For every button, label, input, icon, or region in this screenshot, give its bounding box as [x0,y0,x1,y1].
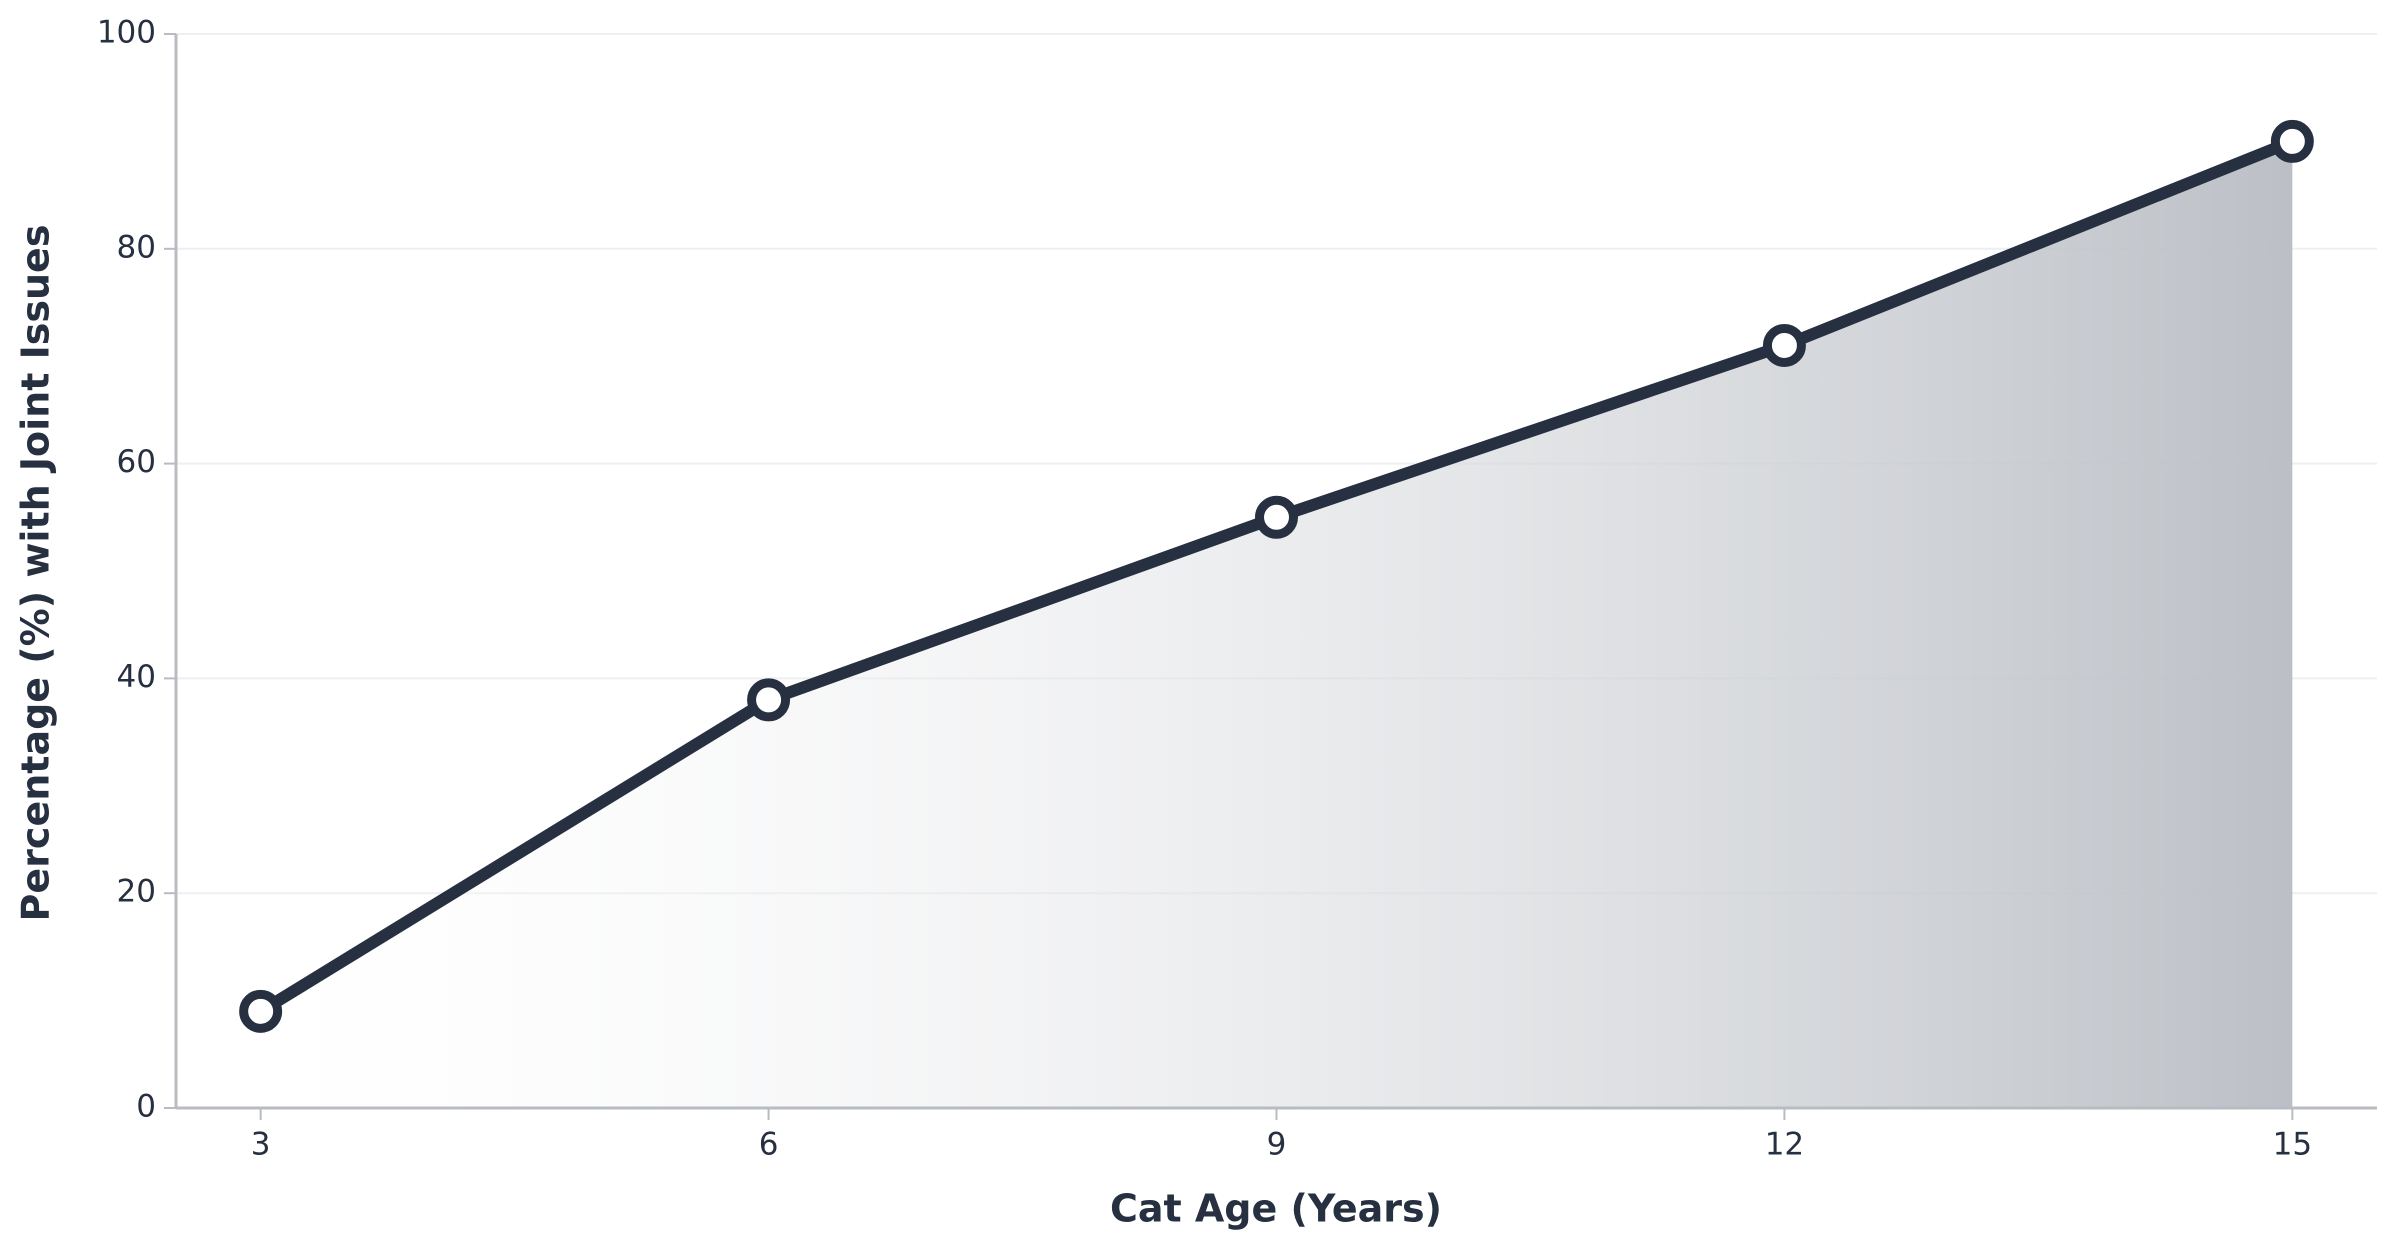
marker [1255,495,1298,539]
x-tick-label: 15 [2273,1127,2312,1163]
marker [239,989,283,1033]
x-axis-title: Cat Age (Years) [1110,1187,1442,1231]
marker [2270,119,2314,163]
x-tick-label: 6 [759,1127,779,1163]
marker [1762,323,1806,367]
y-tick-label: 100 [97,15,156,51]
x-tick-label: 12 [1765,1127,1804,1163]
x-tick-label: 3 [251,1127,271,1163]
area [260,141,2293,1108]
y-tick-label: 40 [117,659,156,695]
y-tick-label: 20 [117,874,156,910]
y-tick-label: 60 [117,444,156,480]
y-tick-label: 0 [136,1089,156,1125]
y-axis-title: Percentage (%) with Joint Issues [14,225,58,922]
marker [747,678,791,722]
y-tick-label: 80 [117,229,156,265]
x-tick-label: 9 [1267,1127,1287,1163]
